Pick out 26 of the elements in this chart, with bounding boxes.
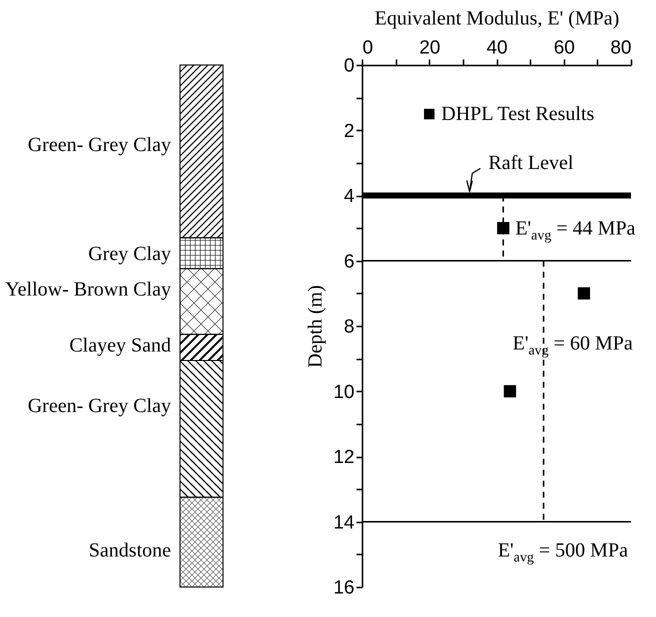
text: Sandstone (88, 539, 172, 562)
x-tick-label: 0 (362, 38, 374, 58)
y-tick-label: 14 (333, 512, 355, 534)
y-tick-label: 8 (344, 316, 354, 338)
x-tick-label: 40 (486, 38, 508, 58)
y-tick-label: 10 (333, 382, 354, 403)
text: Grey Clay (88, 242, 171, 265)
text: Green- Grey Clay (28, 134, 171, 156)
text: Green- Grey Clay (28, 394, 171, 417)
y-tick-label: 12 (333, 447, 354, 468)
y-tick-label: 2 (344, 120, 354, 142)
text: Clayey Sand (69, 334, 171, 356)
ref-line-label: Raft Level (488, 152, 574, 174)
annotation: E'$_{avg}$ = 44 MPa (515, 217, 636, 244)
x-tick-label: 80 (610, 38, 632, 58)
x-axis-title: Equivalent Modulus, E' (MPa) (374, 8, 620, 30)
legend-label: DHPL Test Results (441, 103, 595, 126)
y-tick-label: 6 (344, 251, 354, 272)
y-axis-title: Depth (m) (304, 285, 326, 368)
y-tick-label: 16 (333, 578, 354, 598)
x-tick-label: 20 (419, 38, 440, 58)
annotation: E'$_{avg}$ = 500 MPa (498, 539, 628, 566)
x-tick-label: 60 (554, 38, 575, 58)
y-tick-label: 0 (344, 56, 354, 76)
text: Yellow- Brown Clay (5, 278, 171, 300)
y-tick-label: 4 (344, 186, 355, 207)
